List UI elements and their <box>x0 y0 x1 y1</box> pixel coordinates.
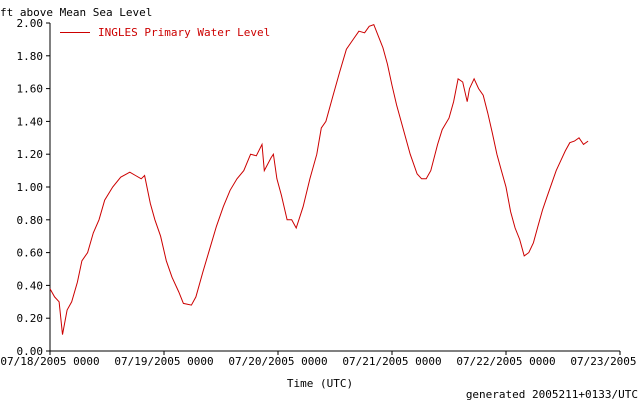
chart-axes <box>49 23 620 352</box>
legend-swatch <box>60 32 90 33</box>
y-tick-label: 1.00 <box>17 181 44 194</box>
y-tick-label: 0.60 <box>17 247 44 260</box>
x-tick-label: 07/20/2005 0000 <box>228 355 327 368</box>
x-tick-label: 07/23/2005 0000 <box>570 355 640 368</box>
y-tick-label: 2.00 <box>17 17 44 30</box>
chart-ticks: 0.00 0.20 0.40 0.60 0.80 1.00 1.20 1.40 1.60 1.80… <box>0 17 640 368</box>
y-tick-label: 0.20 <box>17 312 44 325</box>
chart-series <box>49 23 589 335</box>
x-tick-label: 07/18/2005 0000 <box>0 355 99 368</box>
y-tick-label: 0.40 <box>17 279 44 292</box>
y-tick-label: 1.40 <box>17 115 44 128</box>
x-tick-label: 07/22/2005 0000 <box>456 355 555 368</box>
y-tick-label: 0.00 <box>17 345 44 358</box>
y-tick-label: 1.60 <box>17 83 44 96</box>
x-axis-title: Time (UTC) <box>286 377 354 390</box>
series-line <box>49 23 589 335</box>
x-tick-label: 07/21/2005 0000 <box>342 355 441 368</box>
y-tick-label: 0.80 <box>17 214 44 227</box>
y-axis-title: ft above Mean Sea Level <box>0 6 153 19</box>
y-tick-label: 1.80 <box>17 50 44 63</box>
x-tick-label: 07/19/2005 0000 <box>114 355 213 368</box>
chart-legend: INGLES Primary Water Level <box>60 26 270 39</box>
legend-label: INGLES Primary Water Level <box>98 26 271 39</box>
generated-footer: generated 2005211+0133/UTC <box>465 388 638 401</box>
y-tick-label: 1.20 <box>17 148 44 161</box>
